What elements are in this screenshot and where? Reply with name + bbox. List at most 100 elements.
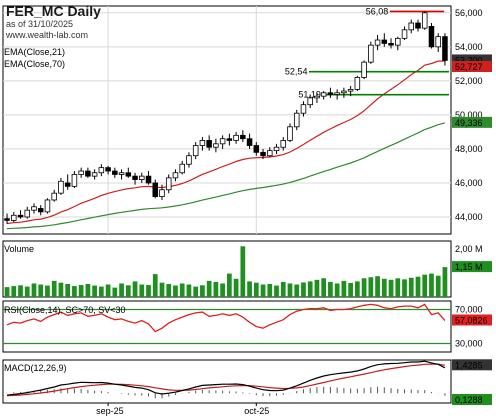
candle-body	[91, 172, 98, 177]
candle-body	[341, 90, 347, 94]
ema70-legend: EMA(Close,70)	[4, 59, 65, 69]
volume-bar	[274, 285, 279, 297]
candle-body	[307, 97, 313, 106]
candle-body	[118, 172, 125, 175]
volume-tick-label: 2,00 M	[455, 244, 483, 254]
rsi-last-bg	[452, 314, 492, 326]
candle-body	[165, 177, 172, 191]
candle-body	[428, 26, 435, 48]
volume-bar	[267, 284, 273, 297]
volume-bar	[334, 283, 340, 297]
volume-bar	[112, 287, 118, 297]
macd-pane: 1,4285 0,1288	[2, 359, 492, 405]
volume-bar	[193, 286, 199, 297]
volume-bar	[119, 283, 124, 297]
volume-bar	[179, 283, 185, 297]
candle-body	[145, 175, 152, 184]
price-tick-label: 48,000	[455, 144, 483, 154]
candle-body	[401, 29, 408, 39]
volume-bar	[85, 284, 91, 297]
candle-body	[192, 145, 199, 157]
volume-bar	[408, 277, 414, 297]
price-tick-label: 52,000	[455, 76, 483, 86]
macd-signal-line	[6, 363, 446, 397]
level-label: 56,08	[366, 6, 389, 16]
rsi-last-label: 57,0826	[455, 315, 488, 325]
candle-body	[361, 61, 367, 78]
volume-bar	[388, 279, 394, 297]
volume-bar	[395, 278, 401, 297]
volume-bar	[173, 285, 178, 297]
x-tick-label: oct-25	[244, 406, 269, 416]
volume-bar	[125, 285, 131, 297]
candle-body	[31, 206, 37, 211]
candle-body	[435, 36, 441, 48]
candle-body	[388, 43, 394, 46]
candle-body	[300, 104, 307, 114]
macd-hist-bg	[452, 394, 492, 405]
volume-bar	[72, 286, 77, 297]
candle-body	[314, 95, 320, 99]
candle-body	[347, 88, 354, 92]
candle-body	[246, 138, 253, 146]
volume-bar	[200, 285, 205, 297]
volume-bar	[247, 281, 252, 297]
volume-bar	[139, 284, 145, 297]
volume-bar	[31, 283, 37, 297]
rsi-line	[6, 303, 446, 333]
candle-body	[199, 140, 206, 146]
candle-body	[280, 140, 287, 148]
candle-body	[240, 134, 246, 140]
volume-bar	[58, 282, 64, 297]
volume-bar	[429, 273, 434, 297]
volume-bar	[348, 282, 353, 297]
candle-body	[78, 170, 84, 175]
level-label: 52,54	[285, 67, 308, 77]
candle-body	[253, 145, 260, 153]
candle-body	[233, 134, 239, 141]
ema21-value-label-bg	[452, 61, 492, 73]
macd-line	[6, 360, 446, 396]
volume-bar	[45, 285, 50, 297]
volume-bar	[381, 278, 387, 297]
volume-bar	[355, 281, 360, 297]
price-pane: 44,000 46,000 48,000 50,000 52,000 54,000 56,0…	[2, 5, 492, 235]
macd-pane-title: MACD(12,26,9)	[4, 363, 67, 373]
volume-bar	[18, 285, 23, 297]
volume-bar	[294, 284, 300, 297]
volume-bar	[166, 284, 172, 297]
volume-bar	[253, 282, 259, 297]
volume-bar	[38, 284, 44, 297]
volume-bar	[227, 273, 232, 297]
volume-bar	[307, 281, 313, 297]
x-tick-label: sep-25	[96, 406, 124, 416]
volume-bar	[146, 285, 151, 297]
volume-bar	[24, 286, 30, 297]
candle-body	[44, 199, 51, 213]
candle-body	[293, 112, 300, 128]
candle-body	[408, 22, 415, 31]
rsi-tick-label: 30,000	[455, 339, 483, 349]
candle-body	[287, 126, 293, 141]
candle-body	[132, 175, 138, 180]
candle-body	[179, 163, 185, 174]
volume-bar	[422, 274, 428, 297]
candle-body	[37, 208, 44, 213]
volume-bar	[260, 284, 266, 297]
volume-bar	[4, 287, 10, 297]
price-tick-label: 50,000	[455, 110, 483, 120]
chart-title: FER_MC Daily	[6, 3, 101, 19]
candle-body	[421, 12, 428, 29]
price-tick-label: 56,000	[455, 8, 483, 18]
volume-bar	[402, 279, 407, 297]
ema21-line	[6, 60, 445, 225]
volume-bar	[105, 284, 111, 297]
volume-bar	[361, 278, 367, 297]
volume-bar	[328, 281, 333, 297]
volume-bar	[213, 281, 219, 297]
macd-signal-bg	[452, 359, 492, 371]
candle-body	[442, 36, 448, 61]
candle-body	[354, 77, 361, 90]
